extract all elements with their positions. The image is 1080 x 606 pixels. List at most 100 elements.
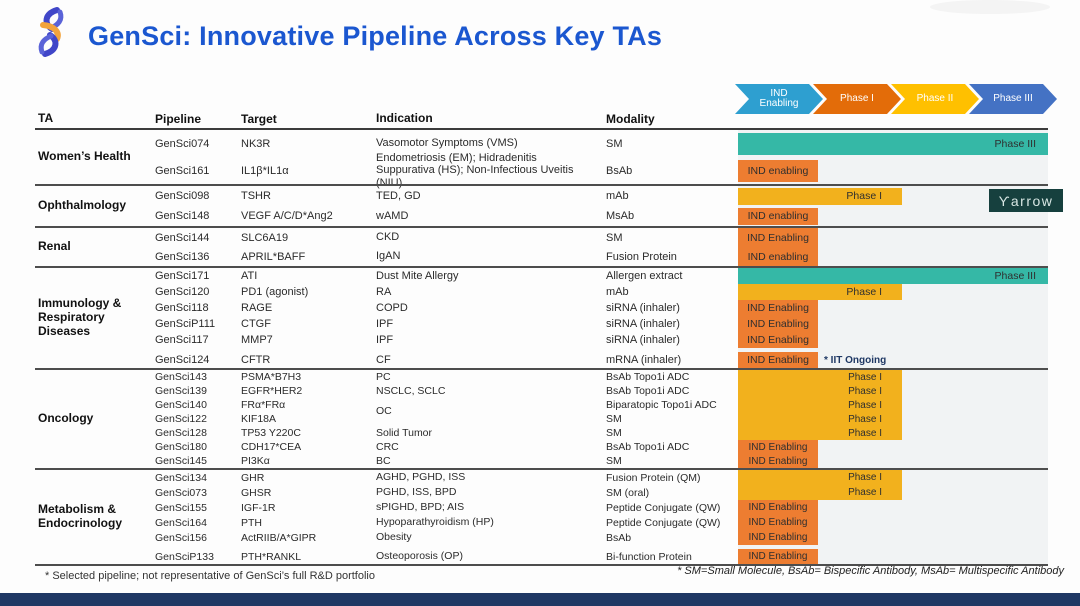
- phase-bar: Phase I: [738, 370, 902, 384]
- phase-bar: IND Enabling: [738, 352, 818, 368]
- modality-cell: SM (oral): [606, 486, 650, 499]
- modality-cell: MsAb: [606, 210, 635, 222]
- indication-cell: RA: [376, 285, 392, 298]
- timeline-cell: IND Enabling: [738, 300, 1048, 316]
- timeline-cell: IND Enabling: [738, 316, 1048, 332]
- footer-accent-bar: [0, 593, 1080, 606]
- pipeline-cell: GenSci143: [155, 371, 207, 383]
- col-header-pipeline: Pipeline: [155, 112, 202, 126]
- ta-label: Women’s Health: [38, 149, 131, 164]
- target-cell: TSHR: [241, 190, 271, 202]
- pipeline-cell: GenSci128: [155, 427, 207, 439]
- target-cell: PTH*RANKL: [241, 550, 302, 563]
- scan-artifact: [930, 0, 1050, 14]
- target-cell: FRα*FRα: [241, 399, 286, 411]
- indication-cell: CKD: [376, 231, 400, 244]
- target-cell: CDH17*CEA: [241, 441, 302, 453]
- indication-cell: AGHD, PGHD, ISS: [376, 471, 466, 484]
- table-header-row: TA Pipeline Target Indication Modality: [35, 111, 1048, 130]
- col-header-timeline: [738, 112, 1048, 128]
- target-cell: IL1β*IL1α: [241, 164, 289, 177]
- target-cell: GHR: [241, 471, 265, 484]
- indication-cell: sPIGHD, BPD; AIS: [376, 501, 465, 514]
- pipeline-cell: GenSci145: [155, 455, 207, 467]
- table-row: GenSci122 KIF18A SM Phase I: [153, 412, 1048, 426]
- pipeline-cell: GenSci156: [155, 531, 207, 544]
- timeline-cell: IND Enabling * IIT Ongoing: [738, 352, 1048, 368]
- page-title: GenSci: Innovative Pipeline Across Key T…: [88, 20, 663, 51]
- phase-bar: IND Enabling: [738, 500, 818, 515]
- indication-cell: COPD: [376, 301, 408, 314]
- col-header-indication: Indication: [376, 111, 433, 125]
- timeline-cell: Phase I: [738, 370, 1048, 384]
- indication-cell: BC: [376, 454, 391, 467]
- legend-label: Phase II: [916, 92, 954, 104]
- ta-group-metabolism-endocrinology: Metabolism & Endocrinology GenSci134 GHR…: [35, 468, 1048, 566]
- pipeline-cell: GenSci073: [155, 486, 207, 499]
- phase-bar: IND Enabling: [738, 440, 818, 454]
- modality-cell: BsAb: [606, 531, 632, 544]
- table-row: GenSci161 IL1β*IL1α Endometriosis (EM); …: [153, 152, 1048, 189]
- target-cell: CFTR: [241, 354, 271, 366]
- pipeline-cell: GenSci118: [155, 302, 209, 314]
- timeline-cell: Phase I: [738, 426, 1048, 440]
- phase-bar: IND Enabling: [738, 332, 818, 348]
- target-cell: PI3Kα: [241, 455, 270, 467]
- indication-cell: Hypoparathyroidism (HP): [376, 516, 494, 529]
- phase-bar: Phase I: [738, 398, 902, 412]
- target-cell: KIF18A: [241, 413, 277, 425]
- ta-group-womens-health: Women’s Health GenSci074 NK3R Vasomotor …: [35, 130, 1048, 189]
- modality-cell: SM: [606, 427, 622, 439]
- phase-legend: IND Enabling Phase I Phase II Phase III: [735, 84, 1057, 114]
- modality-cell: mAb: [606, 190, 629, 202]
- timeline-cell: Phase I: [738, 470, 1048, 485]
- timeline-cell: IND Enabling: [738, 515, 1048, 530]
- modality-cell: BsAb: [606, 164, 633, 177]
- ta-group-ophthalmology: Ophthalmology GenSci098 TSHR TED, GD mAb…: [35, 184, 1048, 226]
- col-header-target: Target: [241, 112, 277, 126]
- pipeline-cell: GenSci164: [155, 516, 207, 529]
- table-row: GenSci118 RAGE COPD siRNA (inhaler) IND …: [153, 300, 1048, 316]
- phase-bar: IND enabling: [738, 159, 818, 182]
- timeline-cell: Phase I: [738, 284, 1048, 300]
- timeline-cell: IND Enabling: [738, 454, 1048, 468]
- pipeline-cell: GenSci117: [155, 334, 209, 346]
- table-row: GenSci145 PI3Kα BC SM IND Enabling: [153, 454, 1048, 468]
- timeline-cell: Phase III: [738, 130, 1048, 157]
- phase-bar: IND Enabling: [738, 454, 818, 468]
- legend-chevron-phase3: Phase III: [969, 84, 1057, 114]
- ta-label: Oncology: [38, 411, 94, 426]
- indication-cell: IPF: [376, 317, 394, 330]
- pipeline-cell: GenSci122: [155, 413, 207, 425]
- pipeline-cell: GenSci139: [155, 385, 207, 397]
- phase-bar: Phase I: [738, 485, 902, 500]
- target-cell: VEGF A/C/D*Ang2: [241, 210, 333, 222]
- target-cell: SLC6A19: [241, 231, 289, 244]
- timeline-cell: Phase I: [738, 384, 1048, 398]
- indication-cell: IPF: [376, 333, 394, 346]
- phase-bar: Phase I: [738, 284, 902, 300]
- modality-cell: Biparatopic Topo1i ADC: [606, 399, 717, 411]
- ta-group-oncology: Oncology GenSci143 PSMA*B7H3 PC BsAb Top…: [35, 368, 1048, 468]
- pipeline-cell: GenSci124: [155, 354, 210, 366]
- phase-bar: Phase I: [738, 187, 902, 205]
- timeline-cell: IND Enabling: [738, 228, 1048, 247]
- phase-bar: IND enabling: [738, 247, 818, 266]
- col-header-ta: TA: [38, 111, 54, 125]
- indication-cell: Solid Tumor: [376, 426, 433, 439]
- pipeline-cell: GenSci155: [155, 501, 207, 514]
- indication-cell: CF: [376, 353, 391, 366]
- modality-cell: BsAb Topo1i ADC: [606, 371, 690, 383]
- table-row: GenSci144 SLC6A19 CKD SM IND Enabling: [153, 228, 1048, 247]
- header: GenSci: Innovative Pipeline Across Key T…: [36, 6, 662, 58]
- phase-bar: IND Enabling: [738, 228, 818, 247]
- modality-cell: SM: [606, 455, 622, 467]
- footnote-selected-pipeline: * Selected pipeline; not representative …: [45, 570, 375, 582]
- table-row: GenSci180 CDH17*CEA CRC BsAb Topo1i ADC …: [153, 440, 1048, 454]
- modality-cell: Bi-function Protein: [606, 550, 692, 563]
- yarrow-watermark: ϒarrow: [989, 189, 1063, 212]
- indication-cell: Obesity: [376, 531, 412, 544]
- indication-cell: NSCLC, SCLC: [376, 384, 446, 397]
- ta-group-immunology-respiratory: Immunology & Respiratory Diseases GenSci…: [35, 266, 1048, 368]
- target-cell: ActRIIB/A*GIPR: [241, 531, 317, 544]
